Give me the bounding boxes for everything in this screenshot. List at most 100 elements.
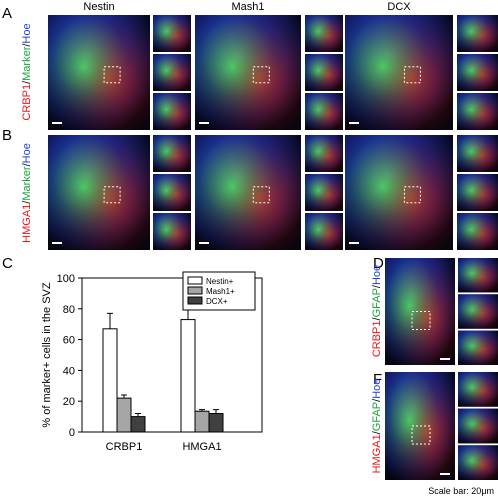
roi-box — [403, 66, 421, 84]
micrograph-green — [153, 54, 191, 91]
roi-box — [411, 425, 431, 445]
row-label-part: Hoe — [21, 143, 33, 163]
error-bar — [213, 409, 219, 414]
row-label-part: / — [21, 43, 33, 47]
micrograph — [48, 135, 150, 250]
bar — [130, 416, 146, 433]
micrograph — [153, 54, 191, 91]
micrograph — [345, 135, 453, 250]
micrograph — [153, 213, 191, 250]
row-label: CRBP1/GFAP/Hoe — [371, 265, 383, 357]
roi-box — [103, 186, 121, 204]
micrograph-green — [305, 213, 343, 250]
column-header: Mash1 — [231, 1, 264, 13]
row-label-part: GFAP — [371, 402, 383, 431]
micrograph-green — [195, 15, 301, 130]
x-tick-label: HMGA1 — [182, 441, 221, 453]
x-tick-label: CRBP1 — [106, 441, 143, 453]
micrograph-green — [458, 408, 498, 444]
row-label-part: CRBP1 — [371, 320, 383, 357]
column-header: DCX — [387, 1, 411, 13]
scale-bar — [52, 242, 62, 244]
micrograph-green — [458, 258, 498, 293]
error-bar — [199, 409, 205, 412]
micrograph — [458, 330, 498, 365]
micrograph-green — [153, 135, 191, 172]
micrograph — [153, 15, 191, 52]
micrograph-green — [458, 294, 498, 329]
error-bar — [107, 312, 113, 329]
row-label-part: / — [371, 316, 383, 320]
row-label-part: / — [371, 398, 383, 402]
micrograph — [458, 445, 498, 480]
error-bar — [121, 394, 127, 399]
scale-bar — [199, 242, 209, 244]
micrograph-green — [153, 174, 191, 211]
row-label-part: HMGA1 — [371, 434, 383, 473]
panel-label: A — [2, 5, 12, 22]
micrograph — [305, 213, 343, 250]
micrograph-green — [305, 93, 343, 130]
row-label: HMGA1/Marker/Hoe — [21, 143, 33, 243]
bar — [102, 328, 118, 433]
micrograph-green — [457, 93, 498, 130]
row-label-part: GFAP — [371, 288, 383, 317]
micrograph-green — [153, 15, 191, 52]
row-label-part: / — [371, 430, 383, 434]
panel-label: F — [373, 371, 382, 388]
legend-label: Nestin+ — [206, 277, 234, 286]
y-tick-label: 0 — [69, 427, 75, 439]
micrograph-green — [305, 174, 343, 211]
micrograph — [48, 15, 150, 130]
roi-box — [252, 186, 270, 204]
row-label-part: / — [371, 284, 383, 288]
micrograph-green — [345, 15, 453, 130]
bar — [116, 397, 132, 433]
micrograph-green — [153, 213, 191, 250]
roi-box — [403, 186, 421, 204]
legend-label: Mash1+ — [206, 287, 235, 296]
panel-label: B — [2, 127, 12, 144]
micrograph — [458, 294, 498, 329]
roi-box — [252, 66, 270, 84]
row-label-part: / — [21, 162, 33, 166]
micrograph — [458, 372, 498, 407]
micrograph-green — [457, 135, 498, 172]
scale-bar — [349, 242, 359, 244]
micrograph — [153, 93, 191, 130]
micrograph — [305, 135, 343, 172]
micrograph-green — [458, 330, 498, 365]
roi-box — [103, 66, 121, 84]
micrograph-green — [458, 372, 498, 407]
micrograph-green — [457, 213, 498, 250]
panel-label: C — [2, 255, 13, 272]
row-label-part: Marker — [21, 166, 33, 201]
micrograph-green — [345, 135, 453, 250]
row-label-part: Hoe — [21, 23, 33, 43]
y-tick-label: 40 — [63, 365, 75, 377]
bar — [208, 413, 224, 433]
micrograph — [153, 135, 191, 172]
micrograph-green — [305, 135, 343, 172]
micrograph — [457, 54, 498, 91]
legend-swatch — [187, 296, 203, 305]
micrograph-green — [48, 135, 150, 250]
y-tick-label: 60 — [63, 335, 75, 347]
bar — [180, 319, 196, 433]
row-label-part: Marker — [21, 46, 33, 81]
micrograph-green — [48, 15, 150, 130]
micrograph-green — [305, 15, 343, 52]
scale-bar — [440, 473, 450, 475]
error-bar — [135, 413, 141, 417]
plot-frame — [81, 277, 263, 433]
y-tick-label: 100 — [57, 273, 75, 285]
row-label: HMGA1/GFAP/Hoe — [371, 379, 383, 474]
row-label-part: Hoe — [371, 265, 383, 285]
micrograph — [305, 54, 343, 91]
column-header: Nestin — [83, 1, 114, 13]
micrograph — [305, 174, 343, 211]
micrograph — [305, 15, 343, 52]
micrograph — [457, 213, 498, 250]
row-label-part: CRBP1 — [21, 84, 33, 121]
row-label-part: Hoe — [371, 379, 383, 399]
